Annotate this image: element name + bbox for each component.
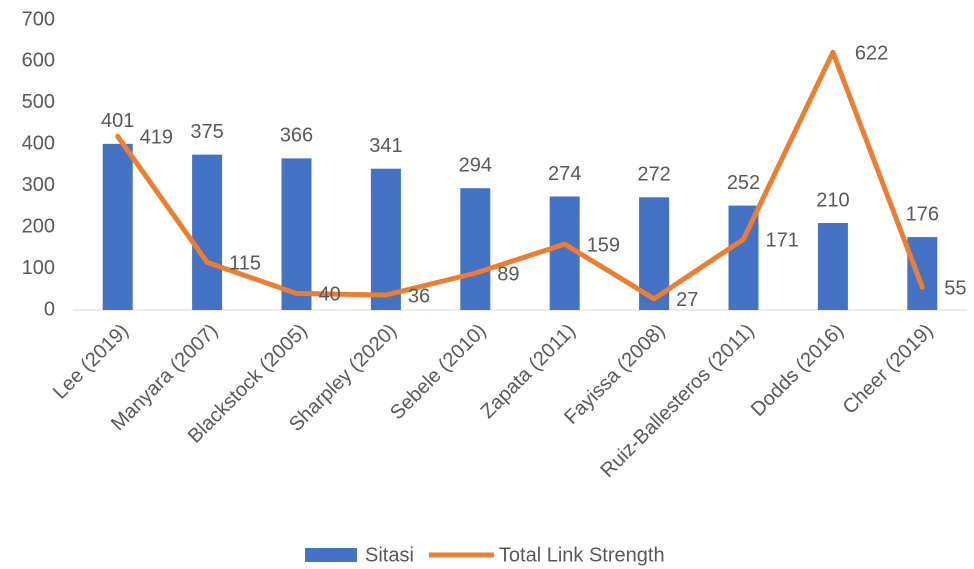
x-tick-label: Sebele (2010) [386, 320, 490, 424]
bar [549, 196, 580, 310]
bar-value-label: 375 [190, 121, 223, 143]
x-tick-label: Zapata (2011) [477, 320, 580, 423]
line-value-label: 27 [676, 289, 698, 311]
y-tick-label: 400 [22, 133, 55, 155]
x-tick-label: Lee (2019) [49, 320, 133, 404]
line-value-label: 36 [408, 285, 430, 307]
y-tick-label: 500 [22, 91, 55, 113]
y-tick-label: 100 [22, 257, 55, 279]
bar-value-label: 366 [280, 125, 313, 147]
y-tick-label: 200 [22, 215, 55, 237]
line [115, 49, 925, 302]
y-tick-label: 700 [22, 8, 55, 30]
bar-value-label: 210 [816, 189, 849, 211]
line-value-label: 159 [587, 234, 620, 256]
line-value-label: 419 [140, 127, 173, 149]
x-tick-label: Cheer (2019) [839, 320, 938, 419]
line-value-label: 115 [229, 253, 261, 275]
bar-value-label: 252 [727, 172, 760, 194]
y-tick-label: 600 [22, 50, 55, 72]
line-value-label: 55 [944, 277, 966, 299]
bar [102, 143, 133, 310]
line-value-label: 171 [766, 229, 799, 251]
bar [460, 188, 491, 310]
x-tick-label: Dodds (2016) [747, 320, 848, 421]
bar-value-label: 272 [637, 164, 670, 186]
bar-value-label: 341 [369, 135, 402, 157]
bar-value-label: 176 [906, 203, 939, 225]
y-tick-label: 300 [22, 174, 55, 196]
legend-label: Total Link Strength [499, 544, 665, 566]
x-tick-label: Ruiz-Ballesteros (2011) [596, 320, 758, 482]
legend-swatch [305, 548, 357, 562]
bar [281, 158, 312, 310]
bar [907, 237, 938, 310]
y-tick-label: 0 [44, 298, 55, 320]
bar [192, 154, 223, 310]
line-value-label: 40 [319, 284, 341, 306]
bar [817, 223, 848, 310]
bar-value-label: 274 [548, 163, 581, 185]
line-value-label: 622 [855, 43, 888, 65]
line-value-label: 89 [497, 263, 519, 285]
legend-label: Sitasi [365, 544, 414, 566]
bar-value-label: 294 [459, 154, 492, 176]
bar-value-label: 401 [101, 110, 134, 132]
bar [370, 168, 401, 310]
